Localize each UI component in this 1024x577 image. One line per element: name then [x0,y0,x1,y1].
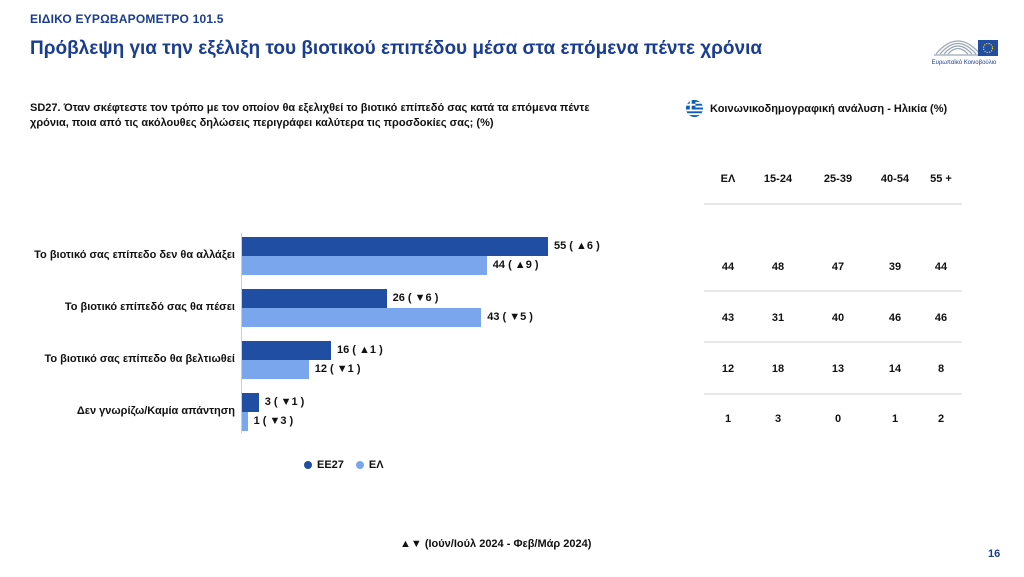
data-label: 55 ( ▲6 ) [554,240,600,252]
legend-label: ΕΛ [368,459,384,471]
bar-el [242,256,487,275]
table-cell: 44 [934,261,948,273]
data-label: 1 ( ▼3 ) [253,415,294,427]
socio-title: Κοινωνικοδημογραφική ανάλυση - Ηλικία (%… [710,102,948,115]
table-cell: 1 [724,413,732,425]
table-cell: 12 [721,363,735,375]
table-cell: 48 [771,261,785,273]
bar-eu27 [242,289,387,308]
data-label: 43 ( ▼5 ) [487,311,533,323]
legend-label: ΕΕ27 [317,459,344,471]
row-separator [704,203,962,205]
survey-kicker: ΕΙΔΙΚΟ ΕΥΡΩΒΑΡΟΜΕΤΡΟ 101.5 [30,12,224,26]
table-cell: 39 [888,261,902,273]
data-label: 44 ( ▲9 ) [492,259,539,271]
table-cell: 43 [721,312,735,324]
chart-legend: ΕΕ27 ΕΛ [304,459,384,471]
logo-text: Ευρωπαϊκό Κοινοβούλιο [931,60,997,66]
bar-eu27 [242,393,259,412]
legend-item-eu27: ΕΕ27 [304,459,344,471]
legend-dot-icon [355,461,364,469]
european-parliament-logo [934,40,998,56]
legend-item-el: ΕΛ [355,459,384,471]
column-header: 55 + [930,173,952,185]
category-label: Το βιοτικό επίπεδό σας θα πέσει [64,301,235,313]
row-separator [704,290,962,292]
column-header: 40-54 [880,173,910,185]
category-label: Το βιοτικό σας επίπεδο δεν θα αλλάξει [34,249,235,261]
page-title: Πρόβλεψη για την εξέλιξη του βιοτικού επ… [30,38,763,59]
page-number: 16 [988,548,1001,560]
table-cell: 18 [771,363,785,375]
table-cell: 44 [721,261,735,273]
column-header: 15-24 [763,173,793,185]
column-header: 25-39 [823,173,853,185]
socio-header: Κοινωνικοδημογραφική ανάλυση - Ηλικία (%… [686,100,947,117]
table-cell: 3 [774,413,782,425]
table-cell: 31 [771,312,785,324]
column-header: ΕΛ [720,173,736,185]
table-cell: 40 [831,312,845,324]
table-cell: 2 [937,413,945,425]
data-label: 16 ( ▲1 ) [337,344,383,356]
bar-eu27 [242,237,548,256]
bar-el [242,360,309,379]
table-cell: 8 [937,363,945,375]
table-cell: 1 [891,413,899,425]
row-separator [704,393,962,395]
table-cell: 47 [831,261,845,273]
bar-eu27 [242,341,332,360]
bar-el [242,412,248,431]
table-cell: 0 [834,413,842,425]
table-cell: 13 [831,363,845,375]
data-label: 3 ( ▼1 ) [264,396,305,408]
survey-question: SD27. Όταν σκέφτεστε τον τρόπο με τον οπ… [30,102,590,129]
trend-note: ▲▼ (Ιούν/Ιούλ 2024 - Φεβ/Μάρ 2024) [400,538,592,550]
category-label: Δεν γνωρίζω/Καμία απάντηση [76,405,235,417]
row-separator [704,341,962,343]
greek-flag-icon [686,100,703,117]
bar-el [242,308,482,327]
legend-dot-icon [304,461,312,469]
chart-axis [241,233,242,433]
table-cell: 46 [934,312,948,324]
category-label: Το βιοτικό σας επίπεδο θα βελτιωθεί [44,353,235,365]
data-label: 12 ( ▼1 ) [314,363,361,375]
data-label: 26 ( ▼6 ) [392,292,439,304]
table-cell: 46 [888,312,902,324]
table-cell: 14 [888,363,902,375]
